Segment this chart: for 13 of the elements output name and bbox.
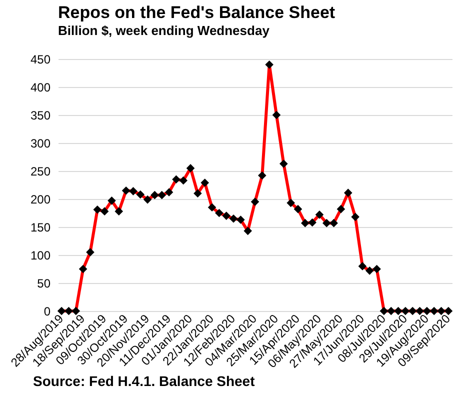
y-tick-label: 100	[30, 248, 51, 262]
chart-title: Repos on the Fed's Balance Sheet	[58, 3, 336, 22]
y-tick-label: 150	[30, 220, 51, 234]
y-tick-label: 450	[30, 52, 51, 66]
chart-subtitle: Billion $, week ending Wednesday	[58, 23, 270, 38]
y-tick-label: 350	[30, 108, 51, 122]
y-tick-label: 50	[37, 276, 51, 290]
y-tick-label: 250	[30, 164, 51, 178]
y-tick-label: 400	[30, 80, 51, 94]
source-note: Source: Fed H.4.1. Balance Sheet	[33, 373, 256, 389]
y-tick-label: 0	[44, 304, 51, 318]
y-tick-label: 300	[30, 136, 51, 150]
y-tick-label: 200	[30, 192, 51, 206]
